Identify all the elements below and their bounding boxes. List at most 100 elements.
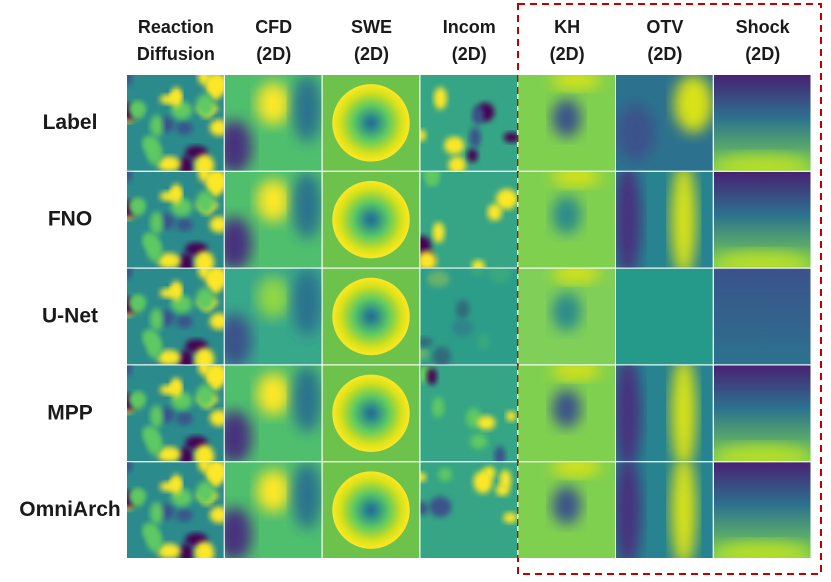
field-blob <box>209 506 224 524</box>
field-blob <box>194 251 215 268</box>
field-image <box>713 268 811 365</box>
field-base <box>616 268 713 365</box>
field-blob <box>127 171 133 183</box>
field-blob <box>131 489 144 508</box>
field-image <box>518 75 615 171</box>
field-blob <box>256 82 290 125</box>
field-image <box>420 462 518 558</box>
field-blob <box>170 280 182 301</box>
field-blob <box>438 467 452 482</box>
field-blob <box>209 409 224 427</box>
field-image <box>322 171 420 268</box>
field-blob <box>423 171 441 184</box>
field-blob <box>170 87 182 108</box>
column-header: Reaction <box>138 17 214 37</box>
column-header: (2D) <box>256 44 291 64</box>
field-blob <box>170 377 182 398</box>
field-blob <box>552 75 601 90</box>
field-blob <box>713 251 811 268</box>
field-blob <box>470 434 488 450</box>
column-header: (2D) <box>745 44 780 64</box>
field-image <box>224 462 322 559</box>
field-image <box>518 171 615 268</box>
field-blob <box>552 486 582 525</box>
field-image <box>322 462 420 558</box>
field-blob <box>616 103 655 162</box>
field-image <box>224 268 322 365</box>
field-image <box>322 268 420 365</box>
field-blob <box>157 349 181 365</box>
row-label: OmniArch <box>19 498 121 521</box>
field-blob <box>131 102 144 120</box>
field-blob <box>477 415 496 430</box>
field-image <box>616 171 713 268</box>
column-header: (2D) <box>354 44 389 64</box>
field-image <box>713 462 811 559</box>
field-image <box>224 75 322 171</box>
field-base <box>420 171 518 268</box>
field-blob <box>671 462 697 559</box>
column-header: Incom <box>443 17 496 37</box>
field-image <box>224 171 322 268</box>
field-image <box>322 365 420 462</box>
field-ring <box>332 471 410 549</box>
field-blob <box>674 75 713 133</box>
field-image <box>420 268 518 365</box>
field-blob <box>150 308 164 331</box>
field-blob <box>432 222 445 243</box>
field-blob <box>256 179 290 222</box>
field-image <box>322 75 420 171</box>
column-header: Diffusion <box>137 44 215 64</box>
field-ring <box>332 84 410 162</box>
field-ring <box>332 180 410 259</box>
highlight-box <box>517 3 822 575</box>
field-blob <box>467 148 478 163</box>
field-blob <box>466 408 482 429</box>
field-blob <box>256 373 290 416</box>
field-blob <box>176 121 193 135</box>
field-blob <box>150 405 164 428</box>
column-header: (2D) <box>550 44 585 64</box>
field-blob <box>496 188 518 210</box>
field-blob <box>471 259 485 268</box>
field-blob <box>292 171 322 239</box>
field-blob <box>224 410 252 462</box>
field-blob <box>552 98 582 138</box>
field-blob <box>224 216 252 268</box>
field-blob <box>552 365 601 380</box>
field-blob <box>224 120 252 171</box>
field-image <box>420 365 518 462</box>
field-blob <box>420 129 427 142</box>
field-image <box>420 171 518 268</box>
field-image <box>127 268 224 365</box>
field-blob <box>209 77 222 101</box>
field-image <box>224 365 322 462</box>
field-blob <box>150 114 164 138</box>
field-blob <box>209 119 224 136</box>
field-blob <box>131 296 144 314</box>
field-blob <box>194 541 215 559</box>
field-blob <box>127 365 133 376</box>
field-blob <box>292 462 322 530</box>
field-blob <box>145 233 160 255</box>
field-blob <box>170 474 182 495</box>
field-blob <box>292 75 322 143</box>
field-blob <box>196 384 215 408</box>
field-blob <box>194 154 215 171</box>
field-blob <box>209 271 222 294</box>
field-blob <box>472 106 484 125</box>
row-label: MPP <box>47 401 93 424</box>
field-image <box>127 171 224 268</box>
field-blob <box>552 268 601 283</box>
column-header: Shock <box>736 17 791 37</box>
field-blob <box>552 389 582 428</box>
field-image <box>518 365 615 462</box>
field-blob <box>131 199 144 217</box>
field-blob <box>428 496 452 518</box>
field-blob <box>420 501 429 516</box>
field-blob <box>196 190 215 214</box>
field-blob <box>127 268 133 280</box>
field-image <box>127 462 224 559</box>
column-header: KH <box>554 17 580 37</box>
field-wash <box>420 268 518 365</box>
